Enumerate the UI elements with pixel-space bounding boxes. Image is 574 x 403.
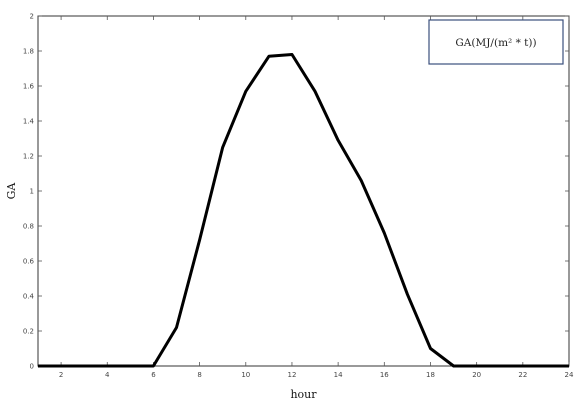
y-tick-label: 1.4 xyxy=(23,118,35,126)
y-tick-label: 1.6 xyxy=(23,83,35,91)
x-tick-label: 10 xyxy=(241,371,250,379)
x-axis: 2 4 6 8 10 12 14 16 18 20 22 24 xyxy=(59,16,574,379)
y-tick-label: 0.4 xyxy=(23,293,35,301)
x-tick-label: 6 xyxy=(151,371,156,379)
x-tick-label: 22 xyxy=(518,371,527,379)
x-tick-label: 2 xyxy=(59,371,63,379)
x-tick-label: 18 xyxy=(426,371,435,379)
y-tick-label: 0 xyxy=(30,363,34,371)
legend-entry: GA(MJ/(m² * t)) xyxy=(455,37,536,49)
x-tick-label: 8 xyxy=(197,371,201,379)
x-tick-label: 20 xyxy=(472,371,481,379)
legend-box xyxy=(428,19,564,65)
y-tick-label: 2 xyxy=(30,13,34,21)
y-tick-label: 0.8 xyxy=(23,223,34,231)
series-layer xyxy=(38,53,569,368)
y-tick-label: 1 xyxy=(30,188,34,196)
legend: GA(MJ/(m² * t)) xyxy=(428,19,564,65)
y-axis-label: GA xyxy=(5,182,18,200)
series-line xyxy=(38,53,569,368)
x-tick-label: 14 xyxy=(334,371,343,379)
y-tick-label: 1.8 xyxy=(23,48,34,56)
x-tick-label: 16 xyxy=(380,371,389,379)
y-tick-label: 0.2 xyxy=(23,328,34,336)
y-tick-label: 0.6 xyxy=(23,258,35,266)
y-tick-label: 1.2 xyxy=(23,153,34,161)
x-tick-label: 12 xyxy=(287,371,296,379)
plot-frame xyxy=(37,15,570,367)
x-axis-label: hour xyxy=(290,388,317,401)
x-tick-label: 4 xyxy=(105,371,110,379)
x-tick-label: 24 xyxy=(565,371,574,379)
y-axis: 0 0.2 0.4 0.6 0.8 1 1.2 1.4 1.6 1.8 2 xyxy=(23,13,569,371)
